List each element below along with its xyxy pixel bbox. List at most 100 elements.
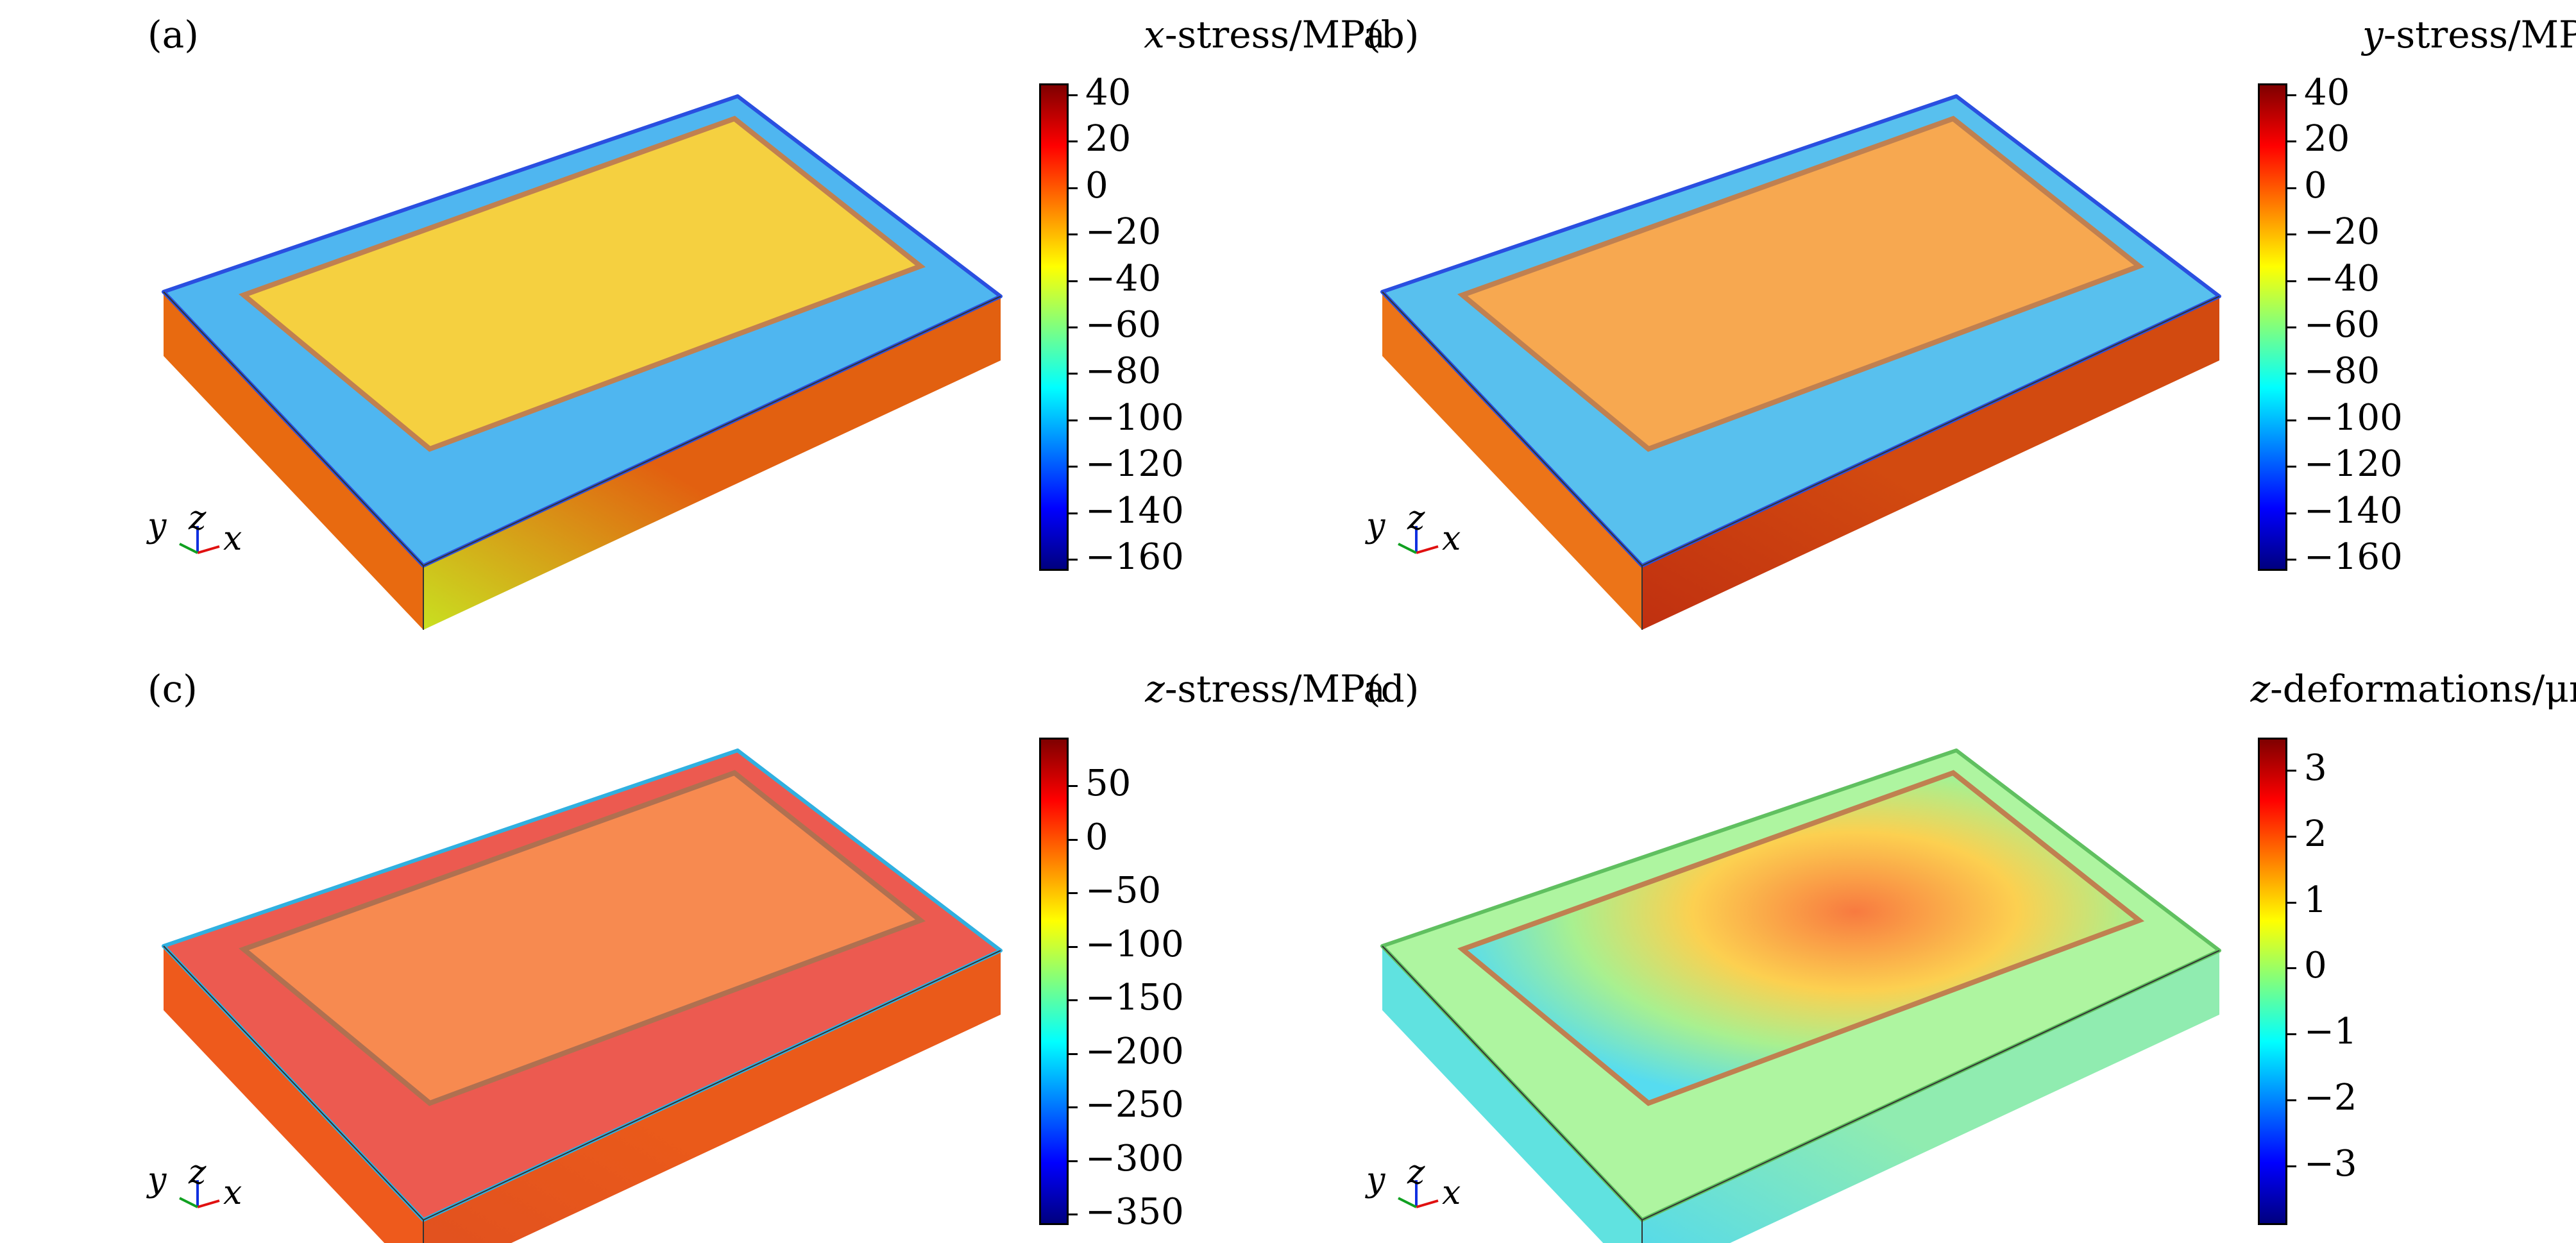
tick-label: −300 bbox=[1085, 1137, 1184, 1180]
slab-right-face bbox=[1642, 951, 2219, 1243]
y-axis-arrow bbox=[1398, 543, 1417, 554]
tick-mark bbox=[1069, 892, 1078, 895]
colorbar-ticks: 40 20 0 −20 −40 −60 −80 −100 −120 −140 −160 bbox=[2287, 72, 2454, 578]
tick-mark bbox=[2287, 466, 2296, 468]
tick-label: −160 bbox=[1085, 536, 1184, 578]
colorbar bbox=[1039, 83, 1069, 571]
colorbar-ticks: 40 20 0 −20 −40 −60 −80 −100 −120 −140 −160 bbox=[1069, 72, 1235, 578]
tick-label: −80 bbox=[2304, 350, 2380, 393]
tick-mark bbox=[2287, 373, 2296, 375]
colorbar bbox=[1039, 738, 1069, 1225]
tick-mark bbox=[2287, 1033, 2296, 1036]
tick-mark bbox=[1069, 558, 1078, 561]
tick-label: −100 bbox=[1085, 396, 1184, 439]
tick-label: −20 bbox=[2304, 211, 2380, 253]
colorbar-ticks: 3 2 1 0 −1 −2 −3 bbox=[2287, 738, 2454, 1225]
tick-label: 0 bbox=[2304, 164, 2327, 207]
panel-label: (c) bbox=[148, 667, 198, 711]
tick-mark bbox=[1069, 512, 1078, 514]
tick-mark bbox=[2287, 1099, 2296, 1101]
x-axis-label: x bbox=[223, 1174, 242, 1212]
tick-mark bbox=[1069, 233, 1078, 236]
tick-mark bbox=[1069, 326, 1078, 328]
z-stress-contour-plot bbox=[162, 748, 1003, 1243]
tick-label: −3 bbox=[2304, 1142, 2357, 1185]
colorbar bbox=[2258, 738, 2287, 1225]
tick-label: −2 bbox=[2304, 1076, 2357, 1119]
tick-mark bbox=[2287, 558, 2296, 561]
tick-label: 20 bbox=[1085, 118, 1131, 160]
tick-mark bbox=[1069, 1213, 1078, 1216]
colorbar-title: z-deformations/μm bbox=[2250, 667, 2576, 711]
tick-mark bbox=[1069, 419, 1078, 421]
tick-label: −120 bbox=[2304, 443, 2403, 486]
tick-label: −1 bbox=[2304, 1011, 2357, 1053]
colorbar-ticks: 50 0 −50 −100 −150 −200 −250 −300 −350 bbox=[1069, 738, 1235, 1233]
slab-front-face bbox=[1382, 292, 1642, 630]
slab-right-face bbox=[423, 951, 1001, 1243]
slab-front-face bbox=[1382, 946, 1642, 1243]
tick-mark bbox=[1069, 999, 1078, 1002]
tick-mark bbox=[2287, 94, 2296, 97]
x-stress-contour-plot bbox=[162, 94, 1003, 630]
inner-top-face bbox=[1457, 770, 2145, 1106]
tick-label: 40 bbox=[1085, 72, 1131, 114]
panel-label: (d) bbox=[1366, 667, 1419, 711]
x-axis-arrow bbox=[1416, 545, 1439, 554]
slab-right-face bbox=[1642, 296, 2219, 630]
tick-label: 40 bbox=[2304, 72, 2350, 114]
tick-label: −60 bbox=[2304, 304, 2380, 346]
y-axis-label: y bbox=[148, 1161, 167, 1199]
colorbar-title: y-stress/MPa bbox=[2362, 13, 2576, 56]
x-axis-arrow bbox=[197, 545, 220, 554]
tick-mark bbox=[1069, 466, 1078, 468]
tick-mark bbox=[2287, 1165, 2296, 1167]
tick-label: −40 bbox=[2304, 257, 2380, 300]
inner-top-face bbox=[239, 770, 926, 1106]
tick-label: −100 bbox=[2304, 396, 2403, 439]
tick-label: −140 bbox=[1085, 489, 1184, 532]
y-axis-label: y bbox=[1366, 1161, 1385, 1199]
x-axis-label: x bbox=[1442, 520, 1461, 558]
tick-mark bbox=[1069, 785, 1078, 788]
tick-label: 2 bbox=[2304, 813, 2327, 856]
z-axis-label: z bbox=[189, 499, 207, 537]
tick-label: 3 bbox=[2304, 747, 2327, 790]
tick-label: −50 bbox=[1085, 870, 1162, 912]
tick-label: −140 bbox=[2304, 489, 2403, 532]
slab-front-face bbox=[164, 946, 423, 1243]
tick-mark bbox=[2287, 233, 2296, 236]
tick-mark bbox=[2287, 770, 2296, 772]
y-axis-label: y bbox=[148, 507, 167, 545]
tick-mark bbox=[2287, 419, 2296, 421]
tick-label: −100 bbox=[1085, 923, 1184, 965]
tick-label: −150 bbox=[1085, 977, 1184, 1019]
tick-label: −80 bbox=[1085, 350, 1162, 393]
tick-mark bbox=[2287, 187, 2296, 189]
panel-label: (a) bbox=[148, 13, 199, 56]
tick-mark bbox=[2287, 967, 2296, 970]
colorbar bbox=[2258, 83, 2287, 571]
y-axis-label: y bbox=[1366, 507, 1385, 545]
tick-mark bbox=[1069, 838, 1078, 841]
tick-label: 1 bbox=[2304, 879, 2327, 921]
tick-mark bbox=[1069, 187, 1078, 189]
tick-label: −350 bbox=[1085, 1191, 1184, 1233]
tick-mark bbox=[2287, 512, 2296, 514]
tick-label: 20 bbox=[2304, 118, 2350, 160]
z-deformation-contour-plot bbox=[1380, 748, 2221, 1243]
tick-mark bbox=[1069, 1053, 1078, 1055]
tick-mark bbox=[1069, 1160, 1078, 1162]
tick-mark bbox=[1069, 945, 1078, 948]
tick-mark bbox=[2287, 280, 2296, 282]
x-axis-label: x bbox=[1442, 1174, 1461, 1212]
slab-front-face bbox=[164, 292, 423, 630]
z-axis-label: z bbox=[1407, 1153, 1425, 1192]
colorbar-title: z-stress/MPa bbox=[1145, 667, 1385, 711]
y-axis-arrow bbox=[1398, 1197, 1417, 1208]
x-axis-arrow bbox=[197, 1199, 220, 1208]
tick-mark bbox=[1069, 1106, 1078, 1109]
